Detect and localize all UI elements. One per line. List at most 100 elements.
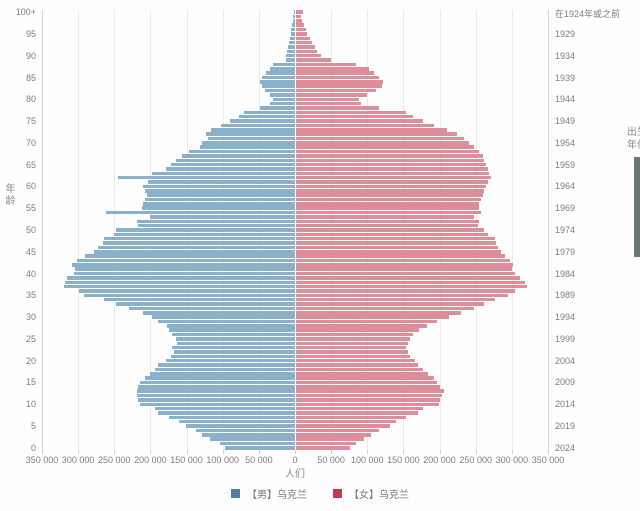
male-bar-age-24[interactable] — [177, 341, 295, 346]
female-bar-age-33[interactable] — [295, 302, 485, 306]
female-bar-age-82[interactable] — [295, 88, 376, 93]
female-bar-age-36[interactable] — [295, 289, 515, 293]
male-bar-age-13[interactable] — [137, 389, 295, 393]
female-bar-age-69[interactable] — [295, 145, 475, 149]
male-bar-age-79[interactable] — [270, 101, 295, 106]
female-bar-age-86[interactable] — [295, 71, 374, 75]
male-bar-age-58[interactable] — [146, 193, 295, 197]
male-bar-age-72[interactable] — [206, 132, 295, 136]
male-bar-age-57[interactable] — [145, 197, 295, 202]
male-bar-age-22[interactable] — [173, 350, 295, 354]
male-bar-age-33[interactable] — [116, 302, 295, 306]
male-bar-age-27[interactable] — [169, 328, 295, 332]
male-bar-age-69[interactable] — [199, 145, 295, 149]
female-bar-age-98[interactable] — [295, 19, 302, 23]
male-bar-age-84[interactable] — [260, 80, 295, 84]
female-bar-age-87[interactable] — [295, 67, 370, 71]
female-bar-age-42[interactable] — [295, 263, 514, 267]
female-bar-age-22[interactable] — [295, 350, 408, 354]
male-bar-age-2[interactable] — [209, 437, 295, 441]
male-bar-age-83[interactable] — [261, 84, 295, 88]
male-bar-age-73[interactable] — [211, 128, 295, 132]
female-bar-age-63[interactable] — [295, 171, 490, 176]
male-bar-age-98[interactable] — [292, 19, 295, 23]
male-bar-age-75[interactable] — [229, 119, 295, 123]
male-bar-age-86[interactable] — [266, 71, 295, 75]
male-bar-age-28[interactable] — [167, 324, 295, 328]
female-bar-age-91[interactable] — [295, 49, 317, 54]
female-bar-age-29[interactable] — [295, 319, 437, 324]
female-bar-age-13[interactable] — [295, 389, 444, 393]
male-bar-age-94[interactable] — [289, 36, 295, 41]
female-bar-age-30[interactable] — [295, 315, 449, 319]
female-bar-age-41[interactable] — [295, 267, 512, 271]
male-bar-age-25[interactable] — [175, 337, 295, 341]
male-bar-age-70[interactable] — [202, 141, 295, 145]
male-bar-age-11[interactable] — [138, 398, 295, 402]
female-bar-age-92[interactable] — [295, 45, 315, 49]
female-bar-age-40[interactable] — [295, 271, 515, 276]
female-bar-age-11[interactable] — [295, 398, 441, 402]
female-bar-age-17[interactable] — [295, 372, 428, 376]
female-bar-age-3[interactable] — [295, 433, 371, 437]
male-bar-age-66[interactable] — [175, 158, 295, 163]
female-bar-age-26[interactable] — [295, 332, 413, 337]
female-bar-age-66[interactable] — [295, 158, 485, 163]
female-bar-age-23[interactable] — [295, 345, 407, 350]
female-bar-age-57[interactable] — [295, 197, 481, 202]
female-bar-age-50[interactable] — [295, 228, 485, 232]
female-bar-age-77[interactable] — [295, 110, 407, 115]
male-bar-age-92[interactable] — [288, 45, 295, 49]
male-bar-age-5[interactable] — [185, 424, 295, 428]
male-bar-age-8[interactable] — [158, 411, 295, 415]
female-bar-age-24[interactable] — [295, 341, 408, 346]
male-bar-age-32[interactable] — [129, 306, 295, 311]
male-bar-age-35[interactable] — [83, 293, 295, 298]
female-bar-age-43[interactable] — [295, 258, 510, 263]
female-bar-age-85[interactable] — [295, 75, 379, 80]
male-bar-age-4[interactable] — [195, 428, 295, 433]
male-bar-age-61[interactable] — [148, 180, 295, 184]
female-bar-age-48[interactable] — [295, 236, 495, 241]
male-bar-age-20[interactable] — [165, 358, 295, 363]
male-bar-age-88[interactable] — [273, 62, 295, 67]
male-bar-age-12[interactable] — [137, 393, 295, 398]
male-bar-age-65[interactable] — [170, 162, 295, 167]
female-bar-age-94[interactable] — [295, 36, 311, 41]
legend-item-male[interactable]: 【男】乌克兰 — [231, 486, 307, 501]
male-bar-age-51[interactable] — [138, 223, 295, 228]
male-bar-age-53[interactable] — [150, 215, 295, 219]
male-bar-age-6[interactable] — [178, 419, 295, 424]
male-bar-age-36[interactable] — [78, 289, 295, 293]
female-bar-age-0[interactable] — [295, 446, 350, 450]
female-bar-age-27[interactable] — [295, 328, 420, 332]
male-bar-age-81[interactable] — [269, 93, 295, 97]
female-bar-age-39[interactable] — [295, 276, 520, 280]
male-bar-age-91[interactable] — [287, 49, 295, 54]
female-bar-age-83[interactable] — [295, 84, 382, 88]
male-bar-age-67[interactable] — [182, 154, 295, 158]
male-bar-age-18[interactable] — [155, 367, 295, 372]
male-bar-age-56[interactable] — [143, 202, 295, 206]
male-bar-age-47[interactable] — [102, 241, 295, 245]
female-bar-age-95[interactable] — [295, 32, 308, 36]
female-bar-age-20[interactable] — [295, 358, 415, 363]
female-bar-age-70[interactable] — [295, 141, 470, 145]
male-bar-age-0[interactable] — [224, 446, 295, 450]
female-bar-age-62[interactable] — [295, 175, 491, 180]
female-bar-age-56[interactable] — [295, 202, 480, 206]
male-bar-age-10[interactable] — [139, 402, 295, 406]
female-bar-age-55[interactable] — [295, 206, 480, 210]
legend-item-female[interactable]: 【女】乌克兰 — [333, 486, 409, 501]
female-bar-age-71[interactable] — [295, 136, 465, 141]
female-bar-age-9[interactable] — [295, 406, 423, 411]
male-bar-age-17[interactable] — [150, 372, 295, 376]
male-bar-age-52[interactable] — [137, 219, 295, 224]
female-bar-age-89[interactable] — [295, 58, 332, 62]
male-bar-age-68[interactable] — [189, 149, 295, 154]
female-bar-age-16[interactable] — [295, 376, 434, 380]
female-bar-age-51[interactable] — [295, 223, 478, 228]
female-bar-age-78[interactable] — [295, 106, 379, 110]
male-bar-age-49[interactable] — [114, 232, 295, 237]
female-bar-age-52[interactable] — [295, 219, 480, 224]
